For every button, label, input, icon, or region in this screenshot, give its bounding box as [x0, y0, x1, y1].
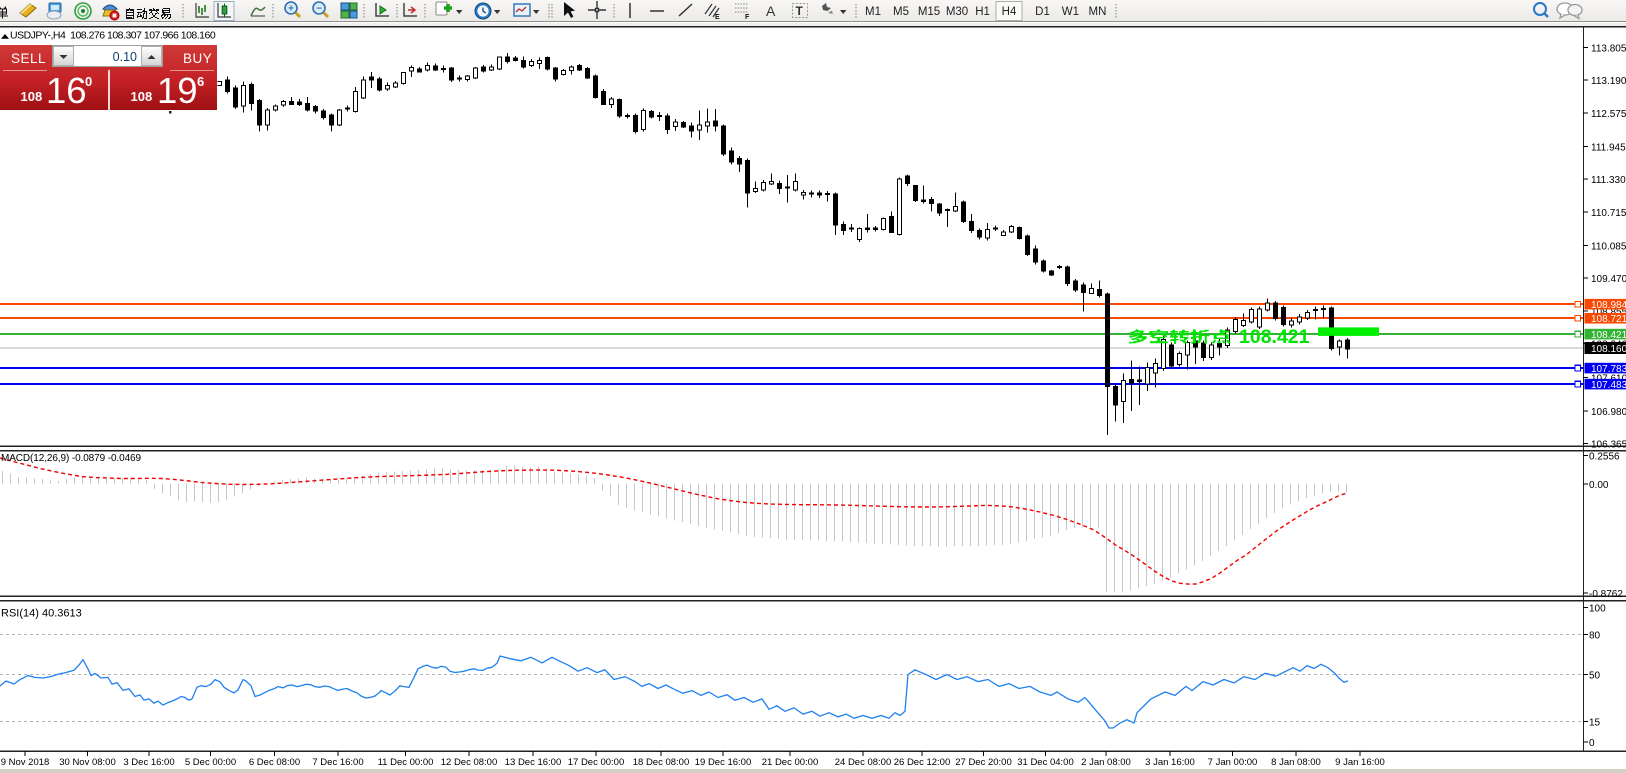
svg-text:W1: W1 [1062, 6, 1079, 18]
svg-text:H1: H1 [975, 6, 990, 18]
svg-text:17 Dec 00:00: 17 Dec 00:00 [568, 757, 625, 768]
svg-text:108.421: 108.421 [1591, 330, 1626, 341]
svg-text:31 Dec 04:00: 31 Dec 04:00 [1017, 757, 1074, 768]
svg-text:MN: MN [1089, 6, 1107, 18]
svg-text:0.00: 0.00 [1589, 480, 1609, 491]
svg-text:106.980: 106.980 [1591, 407, 1626, 418]
svg-text:107.783: 107.783 [1591, 364, 1626, 375]
svg-text:E: E [715, 14, 720, 21]
svg-text:+: + [288, 4, 294, 15]
svg-text:107.483: 107.483 [1591, 380, 1626, 391]
svg-text:19 Dec 16:00: 19 Dec 16:00 [695, 757, 752, 768]
svg-text:12 Dec 08:00: 12 Dec 08:00 [441, 757, 498, 768]
svg-text:100: 100 [1589, 604, 1606, 615]
svg-text:24 Dec 08:00: 24 Dec 08:00 [835, 757, 892, 768]
svg-text:7 Jan 00:00: 7 Jan 00:00 [1208, 757, 1258, 768]
svg-text:D1: D1 [1035, 6, 1050, 18]
svg-text:T: T [796, 4, 804, 18]
svg-text:111.330: 111.330 [1591, 175, 1626, 186]
svg-text:108.721: 108.721 [1591, 314, 1626, 325]
svg-text:111.945: 111.945 [1591, 142, 1626, 153]
svg-text:13 Dec 16:00: 13 Dec 16:00 [505, 757, 562, 768]
svg-text:6 Dec 08:00: 6 Dec 08:00 [249, 757, 300, 768]
svg-text:RSI(14) 40.3613: RSI(14) 40.3613 [1, 608, 82, 620]
svg-text:18 Dec 08:00: 18 Dec 08:00 [633, 757, 690, 768]
svg-text:0: 0 [1589, 738, 1595, 749]
svg-text:11 Dec 00:00: 11 Dec 00:00 [378, 757, 434, 768]
svg-text:-0.8762: -0.8762 [1589, 589, 1623, 600]
svg-text:3 Dec 16:00: 3 Dec 16:00 [123, 757, 174, 768]
svg-text:80: 80 [1589, 630, 1601, 641]
svg-text:106.365: 106.365 [1591, 440, 1626, 451]
svg-text:108.984: 108.984 [1591, 300, 1626, 311]
svg-text:110.715: 110.715 [1591, 208, 1626, 219]
svg-text:M15: M15 [918, 6, 940, 18]
svg-text:M1: M1 [865, 6, 881, 18]
svg-text:9 Nov 2018: 9 Nov 2018 [1, 757, 50, 768]
svg-text:7 Dec 16:00: 7 Dec 16:00 [312, 757, 363, 768]
svg-text:108.421: 108.421 [1239, 326, 1310, 348]
svg-text:27 Dec 20:00: 27 Dec 20:00 [955, 757, 1012, 768]
svg-text:A: A [766, 3, 776, 19]
svg-text:−: − [316, 4, 322, 15]
svg-text:8 Jan 08:00: 8 Jan 08:00 [1271, 757, 1321, 768]
svg-text:M30: M30 [946, 6, 968, 18]
svg-text:0.2556: 0.2556 [1589, 451, 1620, 462]
svg-text:2 Jan 08:00: 2 Jan 08:00 [1081, 757, 1131, 768]
svg-text:F: F [745, 14, 750, 21]
svg-text:30 Nov 08:00: 30 Nov 08:00 [59, 757, 116, 768]
svg-text:108.855: 108.855 [1591, 307, 1626, 318]
svg-text:21 Dec 00:00: 21 Dec 00:00 [762, 757, 819, 768]
svg-text:112.575: 112.575 [1591, 109, 1626, 120]
svg-text:109.470: 109.470 [1591, 274, 1626, 285]
svg-text:M5: M5 [893, 6, 909, 18]
svg-text:26 Dec 12:00: 26 Dec 12:00 [894, 757, 951, 768]
svg-text:110.085: 110.085 [1591, 242, 1626, 253]
svg-text:108.160: 108.160 [1591, 344, 1626, 355]
svg-text:USDJPY-,H4 108.276 108.307 10: USDJPY-,H4 108.276 108.307 107.966 108.1… [10, 30, 216, 42]
svg-text:15: 15 [1589, 718, 1601, 729]
svg-text:H4: H4 [1002, 6, 1017, 18]
svg-text:50: 50 [1589, 671, 1601, 682]
svg-text:MACD(12,26,9) -0.0879 -0.0469: MACD(12,26,9) -0.0879 -0.0469 [1, 453, 141, 464]
svg-text:3 Jan 16:00: 3 Jan 16:00 [1145, 757, 1195, 768]
svg-text:9 Jan 16:00: 9 Jan 16:00 [1335, 757, 1385, 768]
svg-text:113.190: 113.190 [1591, 76, 1626, 87]
svg-text:5 Dec 00:00: 5 Dec 00:00 [185, 757, 236, 768]
svg-text:113.805: 113.805 [1591, 43, 1626, 54]
